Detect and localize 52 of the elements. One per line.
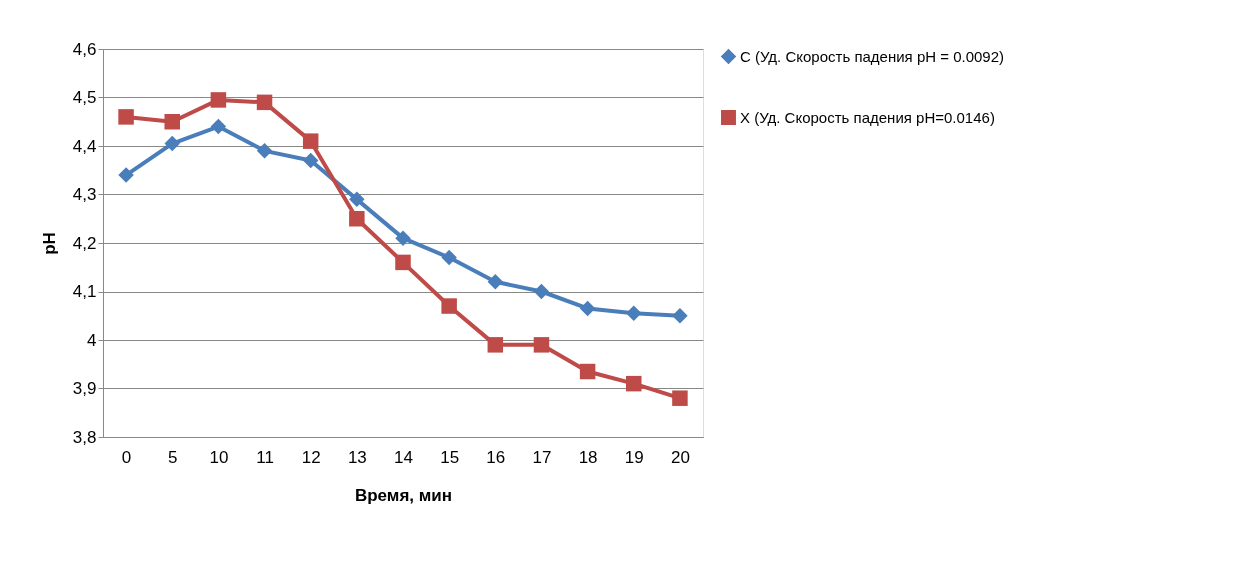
x-tick-label: 13 [347, 447, 367, 467]
point [349, 211, 365, 227]
point [487, 337, 504, 353]
point [395, 254, 411, 271]
x-tick-label: 15 [440, 447, 460, 467]
point [579, 300, 596, 317]
y-axis-title: pH [39, 232, 59, 255]
point [533, 337, 550, 353]
point [349, 191, 365, 208]
point [256, 143, 273, 159]
point [533, 283, 550, 300]
x-tick-label: 20 [670, 447, 690, 467]
x-tick-label: 5 [168, 447, 178, 467]
point [210, 118, 227, 135]
x-tick-label: 16 [486, 447, 506, 467]
point [256, 94, 273, 111]
x-tick-label: 19 [624, 447, 644, 467]
y-tick-label: 3,9 [72, 379, 97, 398]
point [441, 249, 457, 266]
x-tick-label: 14 [394, 447, 413, 467]
x-tick-label: 0 [121, 447, 132, 467]
legend-label: X (Уд. Скорость падения pH=0.0146) [740, 108, 995, 126]
point [210, 92, 227, 108]
point [302, 152, 319, 169]
point [487, 274, 504, 290]
x-axis-title: Время, мин [354, 485, 453, 505]
point [118, 167, 134, 183]
x-tick-label: 11 [256, 447, 274, 467]
point [118, 109, 134, 125]
y-tick-label: 4 [87, 330, 97, 350]
point [164, 135, 180, 152]
point [579, 363, 596, 380]
point [626, 305, 642, 322]
point [626, 375, 642, 392]
point [441, 298, 457, 314]
point [672, 390, 688, 406]
y-tick-label: 4,2 [72, 233, 97, 253]
y-tick-label: 3,8 [72, 427, 97, 447]
x-tick-label: 17 [532, 447, 552, 467]
y-tick-label: 4,3 [72, 185, 97, 204]
x-tick-label: 12 [301, 447, 321, 467]
point [302, 133, 319, 149]
y-tick-label: 4,1 [72, 282, 97, 301]
y-tick-label: 4,5 [72, 88, 97, 107]
legend-label: C (Уд. Скорость падения pH = 0.0092) [740, 47, 1005, 65]
x-tick-label: 10 [209, 447, 229, 467]
x-tick-label: 18 [578, 447, 598, 467]
y-tick-label: 4,4 [72, 136, 97, 156]
y-tick-label: 4,6 [72, 39, 97, 59]
point [395, 230, 411, 246]
point [672, 308, 688, 324]
point [164, 114, 180, 130]
